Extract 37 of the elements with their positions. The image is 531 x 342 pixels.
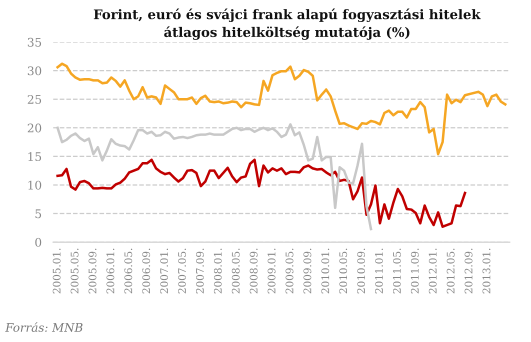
x-tick-label: 2010.05.: [339, 248, 348, 294]
x-tick-label: 2010.09.: [357, 248, 366, 294]
x-tick-label: 2011.09.: [410, 248, 419, 294]
x-tick-label: 2007.05.: [178, 248, 186, 294]
x-tick-label: 2012.05.: [446, 248, 455, 294]
x-tick-label: 2009.05.: [286, 248, 294, 294]
y-tick-label: 10: [28, 180, 42, 190]
y-tick-label: 15: [28, 152, 42, 162]
x-tick-label: 2006.09.: [142, 248, 150, 294]
chart-title: Forint, euró és svájci frank alapú fogyasztási hitelek átlagos hitelköltség mutatója (%): [94, 8, 481, 40]
x-tick-label: 2009.09.: [303, 248, 312, 294]
x-tick-label: 2012.01.: [428, 248, 437, 294]
x-tick-label: 2005.05.: [70, 248, 79, 294]
x-tick-label: 2013.01.: [482, 248, 490, 294]
x-tick-label: 2006.01.: [106, 248, 114, 294]
y-tick-label: 0: [35, 238, 42, 247]
x-tick-label: 2009.01.: [268, 248, 276, 294]
x-tick-label: 2005.09.: [88, 248, 96, 294]
x-tick-label: 2008.05.: [232, 248, 240, 294]
x-tick-label: 2010.01.: [321, 248, 330, 294]
y-tick-label: 25: [28, 94, 42, 104]
x-tick-label: 2008.01.: [214, 248, 222, 294]
x-tick-label: 2006.05.: [124, 248, 132, 294]
y-tick-label: 20: [28, 124, 42, 132]
x-tick-label: 2007.09.: [196, 248, 204, 294]
x-tick-label: 2008.09.: [250, 248, 258, 294]
y-tick-label: 5: [35, 209, 42, 218]
line-series: [56, 158, 466, 228]
y-tick-label: 30: [28, 66, 42, 76]
x-tick-label: 2011.05.: [392, 248, 401, 294]
line-series: [56, 62, 507, 156]
y-tick-label: 35: [28, 38, 42, 47]
x-tick-label: 2011.01.: [375, 248, 383, 294]
text: Forrás: MNB: [5, 322, 82, 332]
x-tick-label: 2007.01.: [160, 248, 168, 294]
x-tick-label: 2005.01.: [52, 248, 61, 294]
x-tick-label: 2012.09.: [464, 248, 472, 294]
